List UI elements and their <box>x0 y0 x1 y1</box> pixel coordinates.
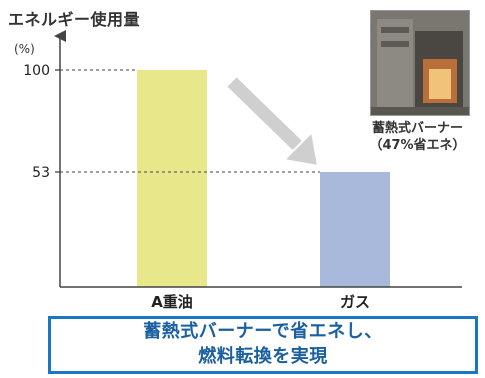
trend-arrow-shaft <box>227 77 309 157</box>
caption-line1: 蓄熱式バーナー <box>371 121 463 136</box>
banner-line2: 燃料転換を実現 <box>198 346 328 367</box>
burner-photo <box>370 10 470 116</box>
banner-line1: 蓄熱式バーナーで省エネし、 <box>143 321 383 342</box>
photo-caption: 蓄熱式バーナー （47%省エネ） <box>350 120 485 154</box>
chart-title: エネルギー使用量 <box>8 10 141 29</box>
burner-furnace-icon <box>371 11 469 115</box>
x-tick-label-1: ガス <box>340 293 370 311</box>
y-axis-unit: (%) <box>14 42 35 56</box>
y-tick-label-100: 100 <box>23 63 50 79</box>
x-tick-label-0: A重油 <box>151 293 193 311</box>
bar-0 <box>137 70 207 287</box>
summary-banner: 蓄熱式バーナーで省エネし、 燃料転換を実現 <box>48 316 478 374</box>
bar-1 <box>320 171 390 287</box>
y-tick-label-53: 53 <box>32 165 50 181</box>
caption-line2: （47%省エネ） <box>369 138 466 153</box>
trend-arrow-head <box>281 129 320 168</box>
